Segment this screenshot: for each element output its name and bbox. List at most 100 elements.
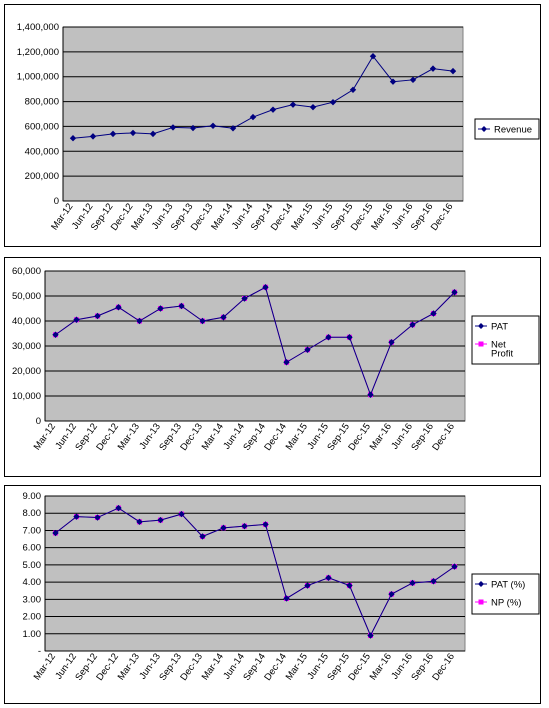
data-point — [430, 578, 437, 585]
data-point — [262, 284, 269, 291]
profit-chart-panel: 0 10,000 20,000 30,000 40,000 50,000 60,000 Mar… — [4, 257, 541, 477]
y-tick-label: 30,000 — [12, 341, 41, 352]
data-point — [309, 103, 317, 111]
data-point — [157, 305, 164, 312]
y-tick-label: 6.00 — [23, 543, 42, 554]
legend-marker — [478, 599, 484, 605]
data-point — [220, 314, 227, 321]
legend-label: NP (%) — [491, 598, 521, 609]
data-point — [189, 124, 197, 132]
x-tick-label: Dec-16 — [430, 651, 457, 682]
data-point — [209, 122, 217, 130]
margin-chart-panel: - 1.00 2.00 3.00 4.00 5.00 6.00 7.00 8.00 9.00 Mar… — [4, 485, 541, 704]
y-tick-label: 40,000 — [12, 316, 41, 327]
data-point — [409, 321, 416, 328]
x-tick-label: Mar-14 — [209, 201, 235, 232]
data-point — [325, 574, 332, 582]
data-point — [89, 133, 97, 140]
x-tick-label: Mar-15 — [284, 651, 310, 682]
data-point — [389, 78, 397, 85]
y-tick-label: 600,000 — [25, 121, 59, 132]
plot-area — [62, 26, 464, 202]
revenue-chart: 0 200,000 400,000 600,000 800,000 1,000,000 1,… — [17, 22, 540, 233]
y-tick-label: 8.00 — [23, 508, 42, 519]
x-tick-label: Mar-13 — [116, 421, 142, 452]
data-point — [178, 302, 185, 310]
data-point — [289, 101, 297, 108]
data-point — [429, 65, 437, 72]
legend — [474, 118, 540, 140]
data-point — [169, 124, 177, 131]
data-point — [52, 331, 59, 338]
data-point — [346, 582, 353, 589]
y-tick-label: 0 — [36, 416, 41, 427]
data-point — [94, 312, 101, 320]
y-tick-label: 9.00 — [23, 491, 42, 502]
data-point — [451, 289, 458, 296]
data-point — [199, 533, 206, 540]
data-point — [178, 510, 185, 518]
data-point — [229, 125, 237, 132]
y-tick-label: 3.00 — [23, 594, 42, 605]
data-point — [69, 135, 77, 142]
x-tick-label: Mar-14 — [200, 421, 226, 452]
data-point — [136, 317, 143, 325]
x-tick-label: Mar-13 — [116, 651, 142, 682]
data-point — [269, 106, 277, 113]
margin-chart: - 1.00 2.00 3.00 4.00 5.00 6.00 7.00 8.00 9.00 Mar… — [23, 491, 540, 683]
data-point — [367, 391, 374, 398]
legend-marker — [481, 126, 487, 132]
y-tick-label: 400,000 — [25, 146, 59, 157]
x-tick-label: Mar-15 — [289, 201, 315, 232]
data-point — [367, 632, 374, 639]
plot-area — [44, 495, 466, 652]
y-tick-label: 1,200,000 — [17, 47, 59, 58]
data-point — [325, 334, 332, 341]
data-point — [329, 98, 337, 106]
x-tick-label: Mar-12 — [32, 651, 58, 682]
legend-label: Net Profit — [491, 340, 514, 360]
y-tick-label: 1,000,000 — [17, 72, 59, 83]
series-line — [55, 507, 455, 637]
data-point — [346, 334, 353, 341]
y-tick-label: 800,000 — [25, 97, 59, 108]
legend — [471, 315, 540, 365]
legend-label: Revenue — [494, 125, 532, 136]
x-tick-label: Mar-16 — [369, 201, 395, 232]
y-tick-label: - — [38, 646, 41, 657]
legend-label: PAT (%) — [491, 580, 525, 591]
y-tick-label: 2.00 — [23, 612, 42, 623]
data-point — [304, 582, 311, 589]
x-tick-label: Mar-13 — [129, 201, 155, 232]
data-point — [149, 130, 157, 138]
data-point — [409, 76, 417, 84]
x-tick-label: Mar-16 — [368, 651, 394, 682]
data-point — [449, 67, 457, 75]
data-point — [388, 339, 395, 346]
y-tick-label: 5.00 — [23, 560, 42, 571]
data-point — [249, 113, 257, 121]
data-point — [241, 295, 248, 302]
series-line — [72, 55, 454, 139]
data-point — [262, 521, 269, 528]
profit-chart: 0 10,000 20,000 30,000 40,000 50,000 60,000 Mar… — [12, 266, 540, 453]
y-tick-label: 50,000 — [12, 291, 41, 302]
data-point — [199, 317, 206, 325]
legend — [471, 573, 540, 615]
y-tick-label: 200,000 — [25, 171, 59, 182]
x-tick-label: Mar-14 — [200, 651, 226, 682]
data-point — [283, 359, 290, 366]
legend-marker — [478, 581, 484, 587]
data-point — [430, 310, 437, 317]
y-tick-label: 7.00 — [23, 525, 42, 536]
data-point — [73, 513, 80, 520]
legend-label: PAT — [491, 322, 508, 333]
y-tick-label: 0 — [54, 196, 59, 207]
data-point — [73, 316, 80, 323]
x-tick-label: Dec-16 — [430, 421, 457, 452]
y-tick-label: 4.00 — [23, 577, 42, 588]
y-tick-label: 60,000 — [12, 266, 41, 277]
y-tick-label: 1.00 — [23, 629, 42, 640]
y-tick-label: 20,000 — [12, 366, 41, 377]
y-tick-label: 10,000 — [12, 391, 41, 402]
